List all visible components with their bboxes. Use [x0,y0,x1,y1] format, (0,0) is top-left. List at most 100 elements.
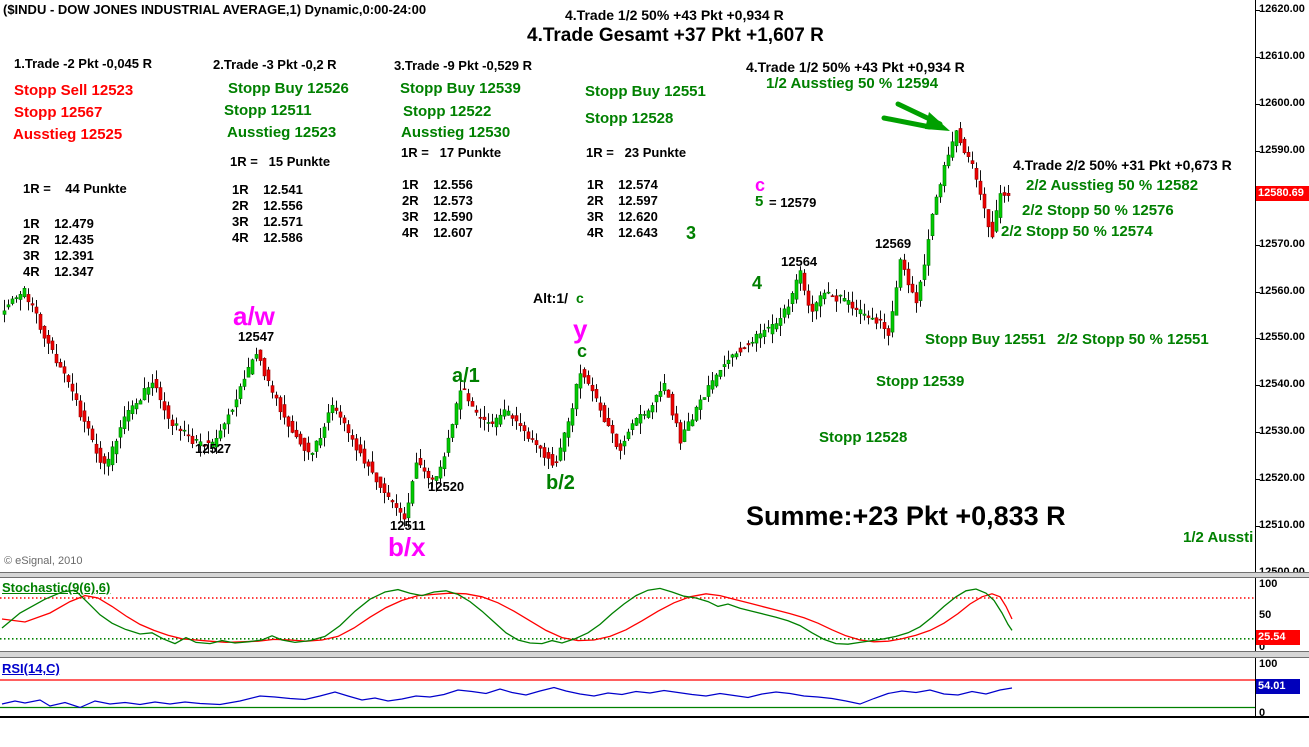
chart-annotation: 1R = 23 Punkte [586,145,687,160]
chart-annotation: Stopp Buy 12526 [228,80,349,97]
chart-annotation: 4.Trade 2/2 50% +31 Pkt +0,673 R [1013,157,1232,173]
chart-annotation: 3.Trade -9 Pkt -0,529 R [394,58,533,73]
chart-annotation: Stopp 12539 [876,373,965,390]
chart-annotation: 12569 [875,236,912,251]
price-tick-label: 12600.00 [1259,96,1305,109]
chart-annotation: 2R 12.597 [587,193,658,208]
chart-annotation: 12511 [390,518,426,533]
chart-annotation: 1R = 15 Punkte [230,154,331,169]
chart-annotation: Alt:1/ [533,290,568,306]
candlestick-series [2,101,1011,528]
time-axis: 18:0018:3019:0019:3020:0020:3021:0021:30… [0,716,1309,747]
price-axis: 12620.00 12610.00 12600.00 12590.00 12570.00… [1255,0,1309,719]
price-tick-label: 12530.00 [1259,425,1305,438]
chart-annotation: 2R 12.573 [402,193,473,208]
chart-annotation: Stopp Buy 12551 [925,331,1046,348]
chart-annotation: 3R 12.571 [232,214,303,229]
chart-annotation: 2R 12.435 [23,232,94,247]
chart-annotation: 1R = 44 Punkte [23,181,127,196]
chart-annotation: a/1 [452,365,480,387]
last-price-badge: 12580.69 [1256,186,1309,202]
chart-annotation: 5 [755,193,764,210]
price-tick-label: 12620.00 [1259,3,1305,15]
rsi-label: RSI(14,C) [2,661,60,676]
chart-annotation: 4R 12.586 [232,230,303,245]
chart-annotation: 3 [686,223,697,243]
price-tick-mark [1256,103,1260,105]
chart-annotation: 4 [752,273,763,293]
chart-annotation: 3R 12.391 [23,248,94,263]
price-tick-label: 12510.00 [1259,519,1305,532]
panel-separator [0,651,1309,658]
stochastic-panel: Stochastic(9(6),6) [0,578,1255,650]
chart-annotation: a/w [233,301,275,331]
main-price-panel: 1.Trade -2 Pkt -0,045 R Stopp Sell 12523 S… [2,2,1253,567]
chart-annotation: 12527 [195,441,232,456]
chart-annotation: Stopp 12528 [819,429,908,446]
stochastic-value-badge: 25.54 [1256,630,1300,645]
chart-annotation: Ausstieg 12530 [401,124,511,141]
chart-annotation: 3R 12.590 [402,209,473,224]
chart-annotation: c [577,341,588,361]
chart-annotation: 4.Trade 1/2 50% +43 Pkt +0,934 R [565,7,784,23]
chart-annotation: Stopp Buy 12551 [585,83,706,100]
price-tick-label: 12520.00 [1259,472,1305,485]
chart-annotation: b/2 [546,472,575,494]
chart-annotation: Stopp 12511 [224,102,312,119]
chart-annotation: b/x [388,532,426,562]
price-tick-mark [1256,10,1260,11]
price-tick-mark [1256,338,1260,340]
chart-annotation: 1R 12.479 [23,216,94,231]
chart-annotation: 1R = 17 Punkte [401,145,502,160]
chart-annotation: 3R 12.620 [587,209,658,224]
price-tick-label: 12570.00 [1259,237,1305,250]
time-axis-line [0,716,1309,718]
chart-annotation: 2/2 Stopp 50 % 12574 [1001,223,1153,240]
price-tick-mark [1256,150,1260,152]
chart-annotation: 12520 [428,479,465,494]
price-tick-label: 12550.00 [1259,331,1305,344]
stochastic-label: Stochastic(9(6),6) [2,580,111,595]
chart-annotation: 4.Trade 1/2 50% +43 Pkt +0,934 R [746,59,965,75]
price-tick-mark [1256,244,1260,246]
rsi-value-badge: 54.01 [1256,679,1300,694]
price-tick-mark [1256,526,1260,528]
price-tick-mark [1256,479,1260,481]
stochastic-plot [0,587,1255,645]
chart-annotation: 1R 12.574 [587,177,658,192]
price-tick-label: 12590.00 [1259,143,1305,156]
chart-annotation: 1.Trade -2 Pkt -0,045 R [14,56,153,71]
price-tick-mark [1256,56,1260,58]
chart-annotation: Summe:+23 Pkt +0,833 R [746,501,1066,531]
chart-annotation: Stopp Buy 12539 [400,80,521,97]
chart-annotation: 4.Trade Gesamt +37 Pkt +1,607 R [527,25,824,46]
rsi-panel: RSI(14,C) [0,659,1255,716]
indicator-axis-label: 0 [1259,707,1266,719]
chart-annotation: 4R 12.347 [23,264,94,279]
chart-annotation: 1R 12.541 [232,182,303,197]
indicator-axis-label: 50 [1259,609,1272,621]
chart-annotation: 4R 12.607 [402,225,473,240]
chart-annotation: c [576,290,584,306]
chart-annotation: y [573,314,588,344]
chart-annotation: Stopp Sell 12523 [14,82,134,99]
chart-annotation: 1R 12.556 [402,177,473,192]
chart-annotation: Stopp 12528 [585,110,674,127]
chart-annotation: Ausstieg 12523 [227,124,337,141]
indicator-axis-label: 100 [1259,658,1278,670]
indicator-axis-label: 100 [1259,578,1278,590]
chart-annotation: 4R 12.643 [587,225,658,240]
annotation-layer: 1.Trade -2 Pkt -0,045 R Stopp Sell 12523 S… [13,7,1253,562]
chart-annotation: 2R 12.556 [232,198,303,213]
indicator-axis-label: 0 [1259,641,1266,653]
rsi-plot [0,679,1255,709]
chart-annotation: 12547 [238,329,275,344]
price-tick-mark [1256,291,1260,293]
chart-annotation: Ausstieg 12525 [13,126,123,143]
chart-title: ($INDU - DOW JONES INDUSTRIAL AVERAGE,1)… [3,2,427,17]
panel-separator [0,572,1309,578]
price-tick-mark [1256,432,1260,434]
chart-annotation: 2/2 Ausstieg 50 % 12582 [1026,177,1199,194]
chart-annotation: 1/2 Ausstieg 50 % 12594 [766,75,939,92]
